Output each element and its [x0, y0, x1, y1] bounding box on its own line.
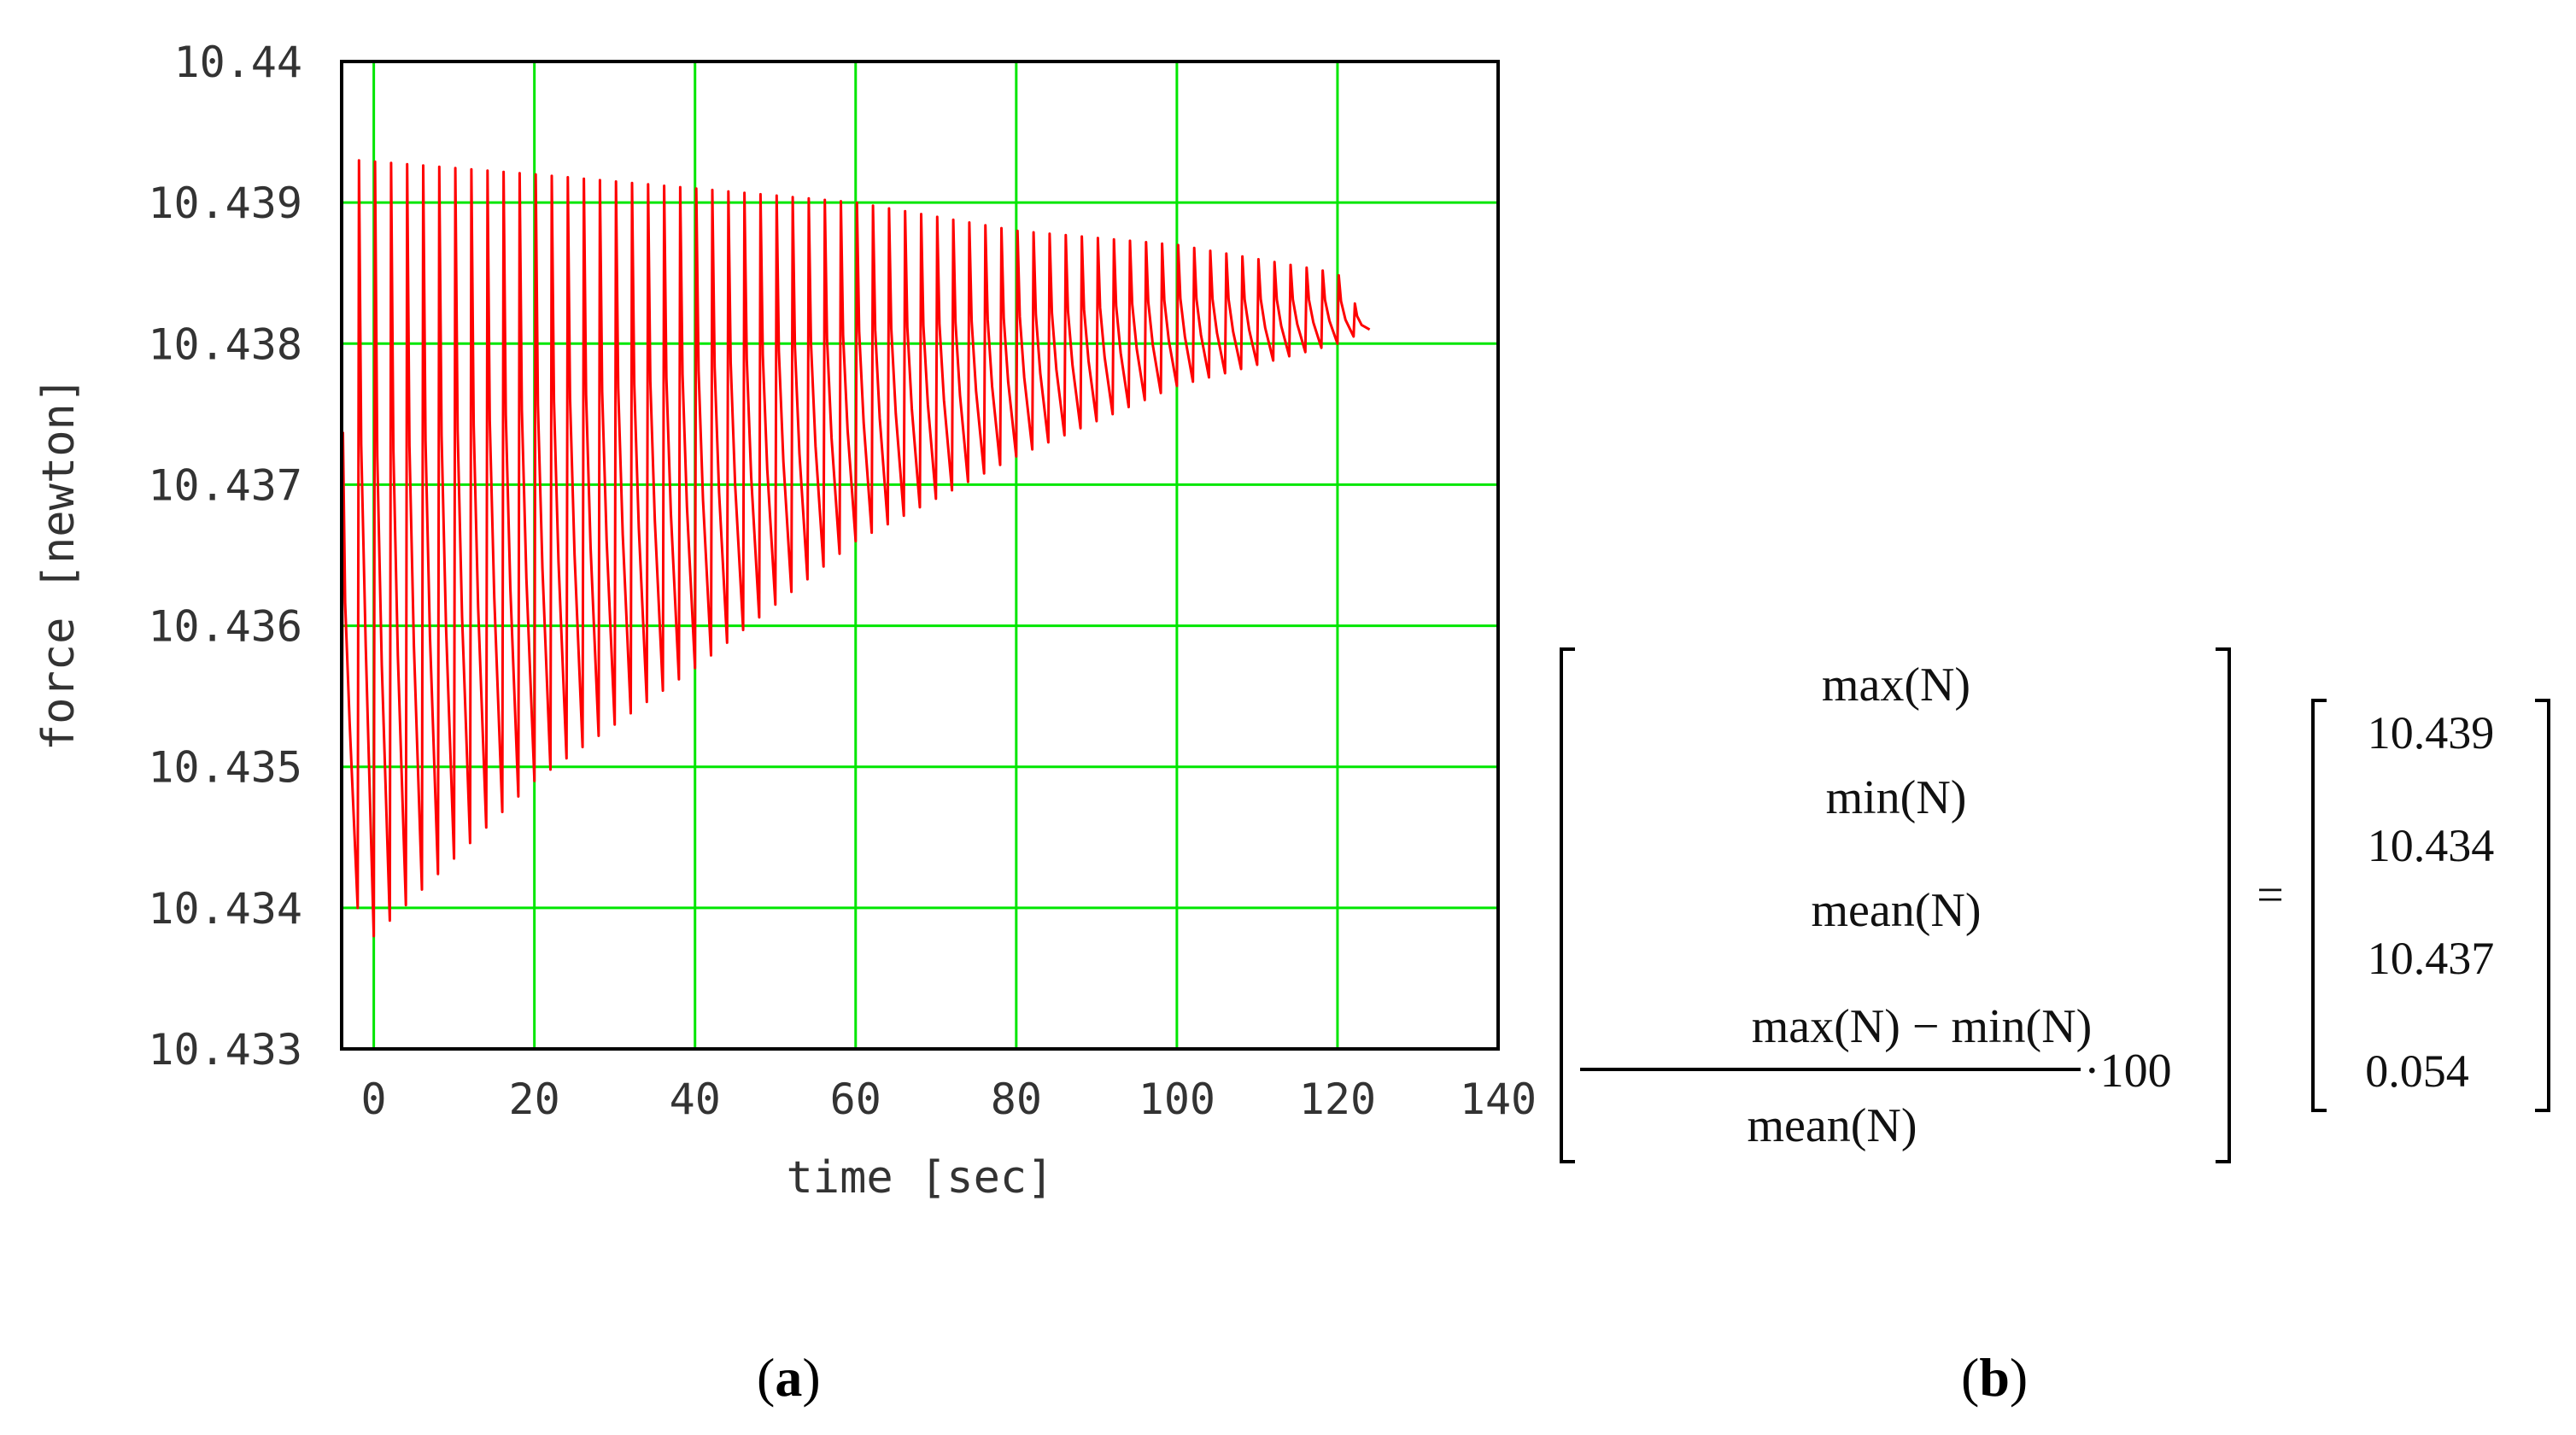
x-tick-label: 60: [830, 1075, 881, 1124]
result-mean: 10.437: [2368, 933, 2495, 984]
y-tick-label: 10.437: [148, 460, 302, 510]
x-tick-labels: 0 20 40 60 80 100 120 140: [361, 1075, 1537, 1124]
grid-lines: [342, 62, 1498, 1049]
y-tick-label: 10.44: [173, 38, 302, 87]
x-tick-label: 120: [1299, 1075, 1376, 1124]
panel-label-b-letter: b: [1979, 1347, 2010, 1408]
x-tick-label: 0: [361, 1075, 387, 1124]
series-line: [340, 159, 1371, 938]
expr-fraction-denominator: mean(N): [1747, 1099, 1917, 1152]
force-time-chart: 0 20 40 60 80 100 120 140 10.43310.43410.43510.…: [33, 38, 1537, 1204]
y-axis-label: force [newton]: [33, 377, 85, 751]
x-tick-label: 100: [1139, 1075, 1215, 1124]
series-force: [340, 159, 1371, 938]
expr-max: max(N): [1822, 659, 1970, 712]
equals-sign: =: [2257, 869, 2284, 922]
x-tick-label: 40: [670, 1075, 721, 1124]
y-tick-label: 10.435: [148, 743, 302, 793]
left-bracket-close: [2216, 647, 2231, 1163]
x-tick-label: 140: [1460, 1075, 1537, 1124]
x-tick-label: 80: [991, 1075, 1042, 1124]
x-tick-label: 20: [509, 1075, 560, 1124]
right-bracket-open: [2311, 699, 2327, 1112]
expr-fraction-suffix: ·100: [2084, 1045, 2172, 1098]
expr-min: min(N): [1826, 771, 1967, 824]
y-tick-label: 10.439: [148, 179, 302, 228]
result-percent: 0.054: [2365, 1046, 2469, 1097]
y-tick-label: 10.436: [148, 602, 302, 652]
result-min: 10.434: [2368, 820, 2495, 871]
expr-mean: mean(N): [1811, 884, 1981, 937]
result-max: 10.439: [2368, 707, 2495, 758]
y-tick-label: 10.438: [148, 319, 302, 369]
y-tick-label: 10.434: [148, 884, 302, 934]
plot-frame: [340, 60, 1500, 1051]
x-axis-label: time [sec]: [786, 1152, 1053, 1204]
panel-label-a: (a): [757, 1347, 821, 1408]
panel-label-a-letter: a: [775, 1347, 803, 1408]
left-bracket-open: [1560, 647, 1575, 1163]
statistics-formula: max(N) min(N) mean(N) max(N) − min(N) me…: [1560, 647, 2550, 1163]
right-bracket-close: [2535, 699, 2550, 1112]
panel-label-b: (b): [1961, 1347, 2029, 1408]
y-tick-labels: 10.433 10.434 10.435 10.436 10.437 10.438 10.4…: [148, 38, 302, 1075]
expr-fraction-numerator: max(N) − min(N): [1752, 1000, 2093, 1053]
y-tick-label: 10.433: [148, 1025, 302, 1075]
